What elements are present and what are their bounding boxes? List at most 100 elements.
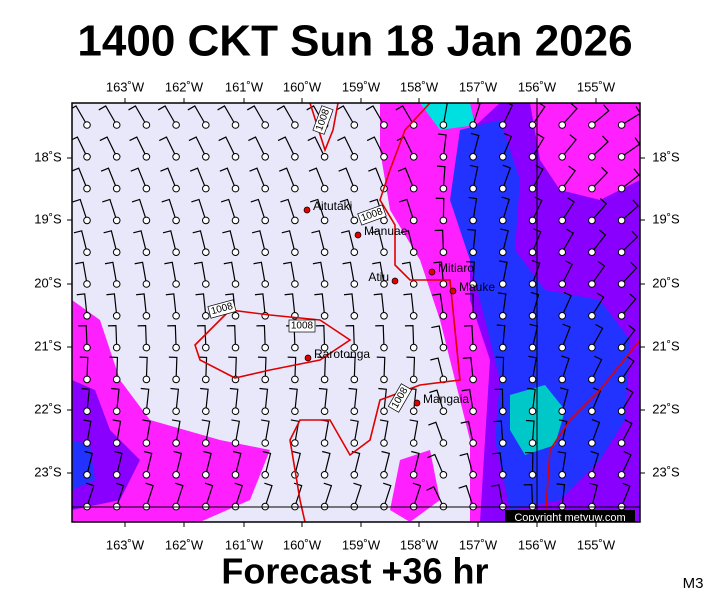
barb-shaft — [188, 136, 207, 158]
barb-station — [261, 471, 270, 479]
wind-barb — [217, 105, 240, 129]
wind-barb — [497, 292, 507, 320]
wind-barb — [528, 133, 545, 161]
wind-barb — [350, 419, 359, 447]
barb-station — [172, 439, 180, 447]
forecast-label: Forecast +36 hr — [221, 551, 488, 592]
barb-shaft — [246, 105, 266, 126]
barb-shaft — [350, 419, 359, 444]
barb-shaft — [526, 419, 535, 444]
barb-shaft — [76, 293, 88, 316]
barb-shaft — [459, 452, 474, 475]
wind-barb — [459, 452, 477, 479]
barb-shaft — [591, 229, 607, 253]
wind-barb — [246, 105, 270, 129]
barb-shaft — [561, 197, 576, 221]
barb-shaft — [591, 355, 603, 380]
lat-label: 21˚S — [652, 338, 680, 353]
barb-station — [617, 343, 626, 352]
wind-barb — [339, 198, 359, 225]
barb-shaft — [106, 293, 118, 316]
barb-station — [142, 153, 151, 161]
barb-station — [558, 312, 567, 320]
lat-label: 22˚S — [652, 401, 680, 416]
barb-station — [558, 184, 567, 193]
barb-shaft — [496, 324, 506, 348]
barb-shaft — [438, 133, 447, 157]
barb-shaft — [409, 419, 419, 444]
barb-shaft — [222, 230, 237, 253]
wind-barb — [378, 387, 388, 416]
barb-station — [112, 407, 121, 416]
barb-shaft — [312, 261, 326, 285]
barb-station — [112, 375, 121, 384]
wind-barb — [193, 261, 210, 288]
barb-station — [231, 184, 240, 193]
wind-barb — [128, 105, 151, 129]
wind-barb — [588, 450, 600, 479]
wind-barb — [231, 419, 241, 447]
barb-station — [588, 248, 596, 256]
barb-shaft — [164, 261, 177, 285]
wind-barb — [404, 324, 418, 352]
barb-station — [469, 439, 477, 447]
wind-barb — [112, 450, 123, 479]
wind-barb — [104, 261, 121, 288]
barb-station — [142, 407, 151, 416]
barb-station — [320, 312, 329, 320]
wind-barb — [347, 356, 359, 384]
barb-station — [617, 407, 626, 416]
wind-barb — [103, 230, 121, 256]
barb-shaft — [279, 167, 296, 189]
lat-label: 18˚S — [652, 149, 680, 164]
barb-station — [320, 216, 329, 225]
barb-station — [350, 280, 359, 288]
wind-barb — [197, 324, 210, 352]
wind-barb — [617, 199, 640, 225]
barb-shaft — [431, 325, 444, 348]
lat-label: 23˚S — [652, 464, 680, 479]
lon-label: 160˚W — [283, 537, 322, 552]
barb-shaft — [103, 230, 118, 253]
barb-station — [499, 312, 507, 320]
barb-station — [231, 312, 240, 320]
wind-barb — [617, 106, 640, 129]
barb-station — [320, 248, 329, 256]
barb-shaft — [401, 261, 415, 285]
barb-station — [528, 184, 537, 193]
barb-station — [261, 280, 270, 288]
barb-shaft — [254, 293, 266, 316]
barb-shaft — [145, 482, 154, 507]
barb-station — [588, 343, 596, 352]
barb-station — [409, 312, 418, 320]
wind-barb — [102, 198, 121, 225]
barb-station — [469, 407, 477, 416]
wind-barb — [436, 165, 448, 193]
wind-barb — [81, 387, 91, 416]
wind-barb — [617, 230, 639, 256]
wind-barb — [499, 228, 509, 256]
wind-barb — [617, 168, 640, 193]
barb-shaft — [531, 260, 541, 285]
barb-station — [83, 375, 91, 384]
barb-station — [142, 216, 151, 225]
barb-station — [142, 375, 151, 384]
barb-station — [439, 312, 448, 320]
barb-shaft — [378, 387, 387, 412]
wind-barb — [314, 293, 329, 320]
barb-station — [83, 280, 91, 288]
barb-shaft — [337, 136, 355, 158]
barb-station — [231, 153, 240, 161]
barb-station — [202, 343, 210, 352]
wind-barb — [617, 356, 635, 384]
barb-station — [617, 184, 626, 193]
barb-station — [202, 471, 210, 479]
barb-station — [291, 375, 299, 384]
barb-station — [83, 184, 91, 193]
place-dot — [449, 287, 457, 295]
barb-shaft — [561, 165, 576, 189]
place-label: Mitiaro — [438, 261, 474, 275]
wind-barb — [558, 419, 568, 447]
barb-shaft — [501, 196, 510, 221]
barb-station — [231, 471, 240, 479]
